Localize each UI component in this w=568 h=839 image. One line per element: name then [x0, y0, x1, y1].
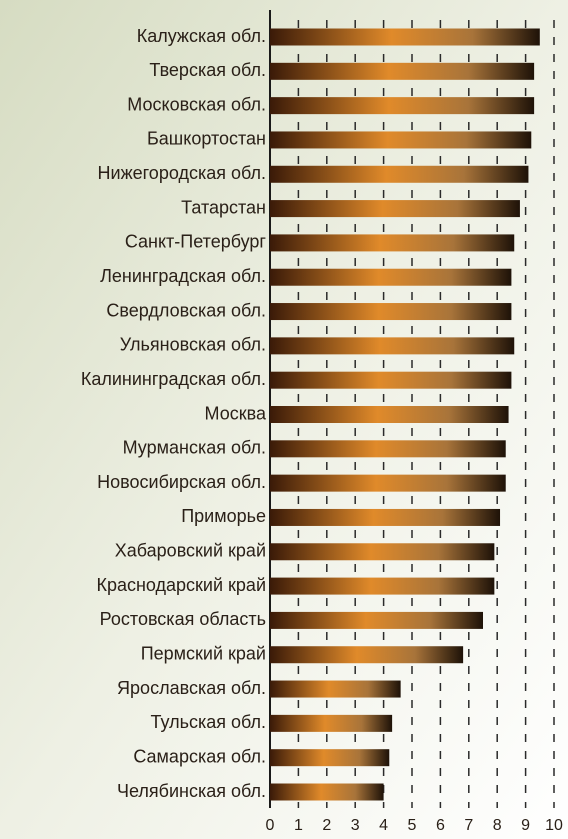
bar	[270, 680, 401, 698]
y-tick-label: Ленинградская обл.	[100, 266, 266, 286]
x-tick-label: 10	[545, 817, 563, 834]
y-tick-label: Новосибирская обл.	[97, 472, 266, 492]
bar	[270, 200, 520, 218]
y-tick-label: Башкортостан	[147, 129, 266, 149]
bar	[270, 131, 532, 149]
y-tick-label: Краснодарский край	[96, 575, 266, 595]
bar	[270, 303, 512, 321]
bar	[270, 62, 535, 80]
y-tick-label: Пермский край	[141, 643, 266, 663]
x-tick-label: 3	[351, 817, 360, 834]
y-tick-label: Московская обл.	[127, 94, 266, 114]
bar	[270, 474, 506, 492]
y-tick-label: Приморье	[181, 506, 266, 526]
y-tick-label: Санкт-Петербург	[125, 232, 267, 252]
x-tick-label: 5	[408, 817, 417, 834]
y-tick-label: Калининградская обл.	[81, 369, 266, 389]
y-tick-label: Мурманская обл.	[123, 438, 266, 458]
bar	[270, 611, 483, 629]
y-tick-label: Самарская обл.	[133, 746, 266, 766]
bar	[270, 268, 512, 286]
bar	[270, 440, 506, 458]
x-tick-label: 0	[266, 817, 275, 834]
y-tick-label: Калужская обл.	[137, 26, 266, 46]
bar	[270, 783, 384, 801]
y-tick-label: Татарстан	[181, 197, 266, 217]
bar	[270, 337, 515, 355]
y-tick-label: Свердловская обл.	[106, 300, 266, 320]
bar	[270, 714, 393, 732]
bar	[270, 577, 495, 595]
y-tick-label: Тверская обл.	[149, 60, 266, 80]
bar	[270, 234, 515, 252]
bar	[270, 165, 529, 183]
bar	[270, 28, 540, 46]
bar	[270, 749, 390, 767]
y-tick-label: Москва	[205, 403, 267, 423]
x-tick-label: 7	[464, 817, 473, 834]
y-tick-label: Ярославская обл.	[117, 678, 266, 698]
x-tick-label: 2	[322, 817, 331, 834]
y-tick-label: Хабаровский край	[115, 541, 266, 561]
x-tick-label: 6	[436, 817, 445, 834]
y-tick-label: Нижегородская обл.	[98, 163, 266, 183]
bar	[270, 543, 495, 561]
x-tick-label: 8	[493, 817, 502, 834]
y-tick-label: Тульская обл.	[150, 712, 266, 732]
bar	[270, 371, 512, 389]
x-tick-label: 4	[379, 817, 388, 834]
bar	[270, 508, 501, 526]
y-tick-label: Ростовская область	[100, 609, 266, 629]
bar	[270, 646, 464, 664]
y-tick-label: Ульяновская обл.	[120, 335, 266, 355]
bar	[270, 97, 535, 115]
y-tick-label: Челябинская обл.	[117, 781, 266, 801]
bar	[270, 406, 509, 423]
x-tick-label: 1	[294, 817, 303, 834]
x-tick-label: 9	[521, 817, 530, 834]
